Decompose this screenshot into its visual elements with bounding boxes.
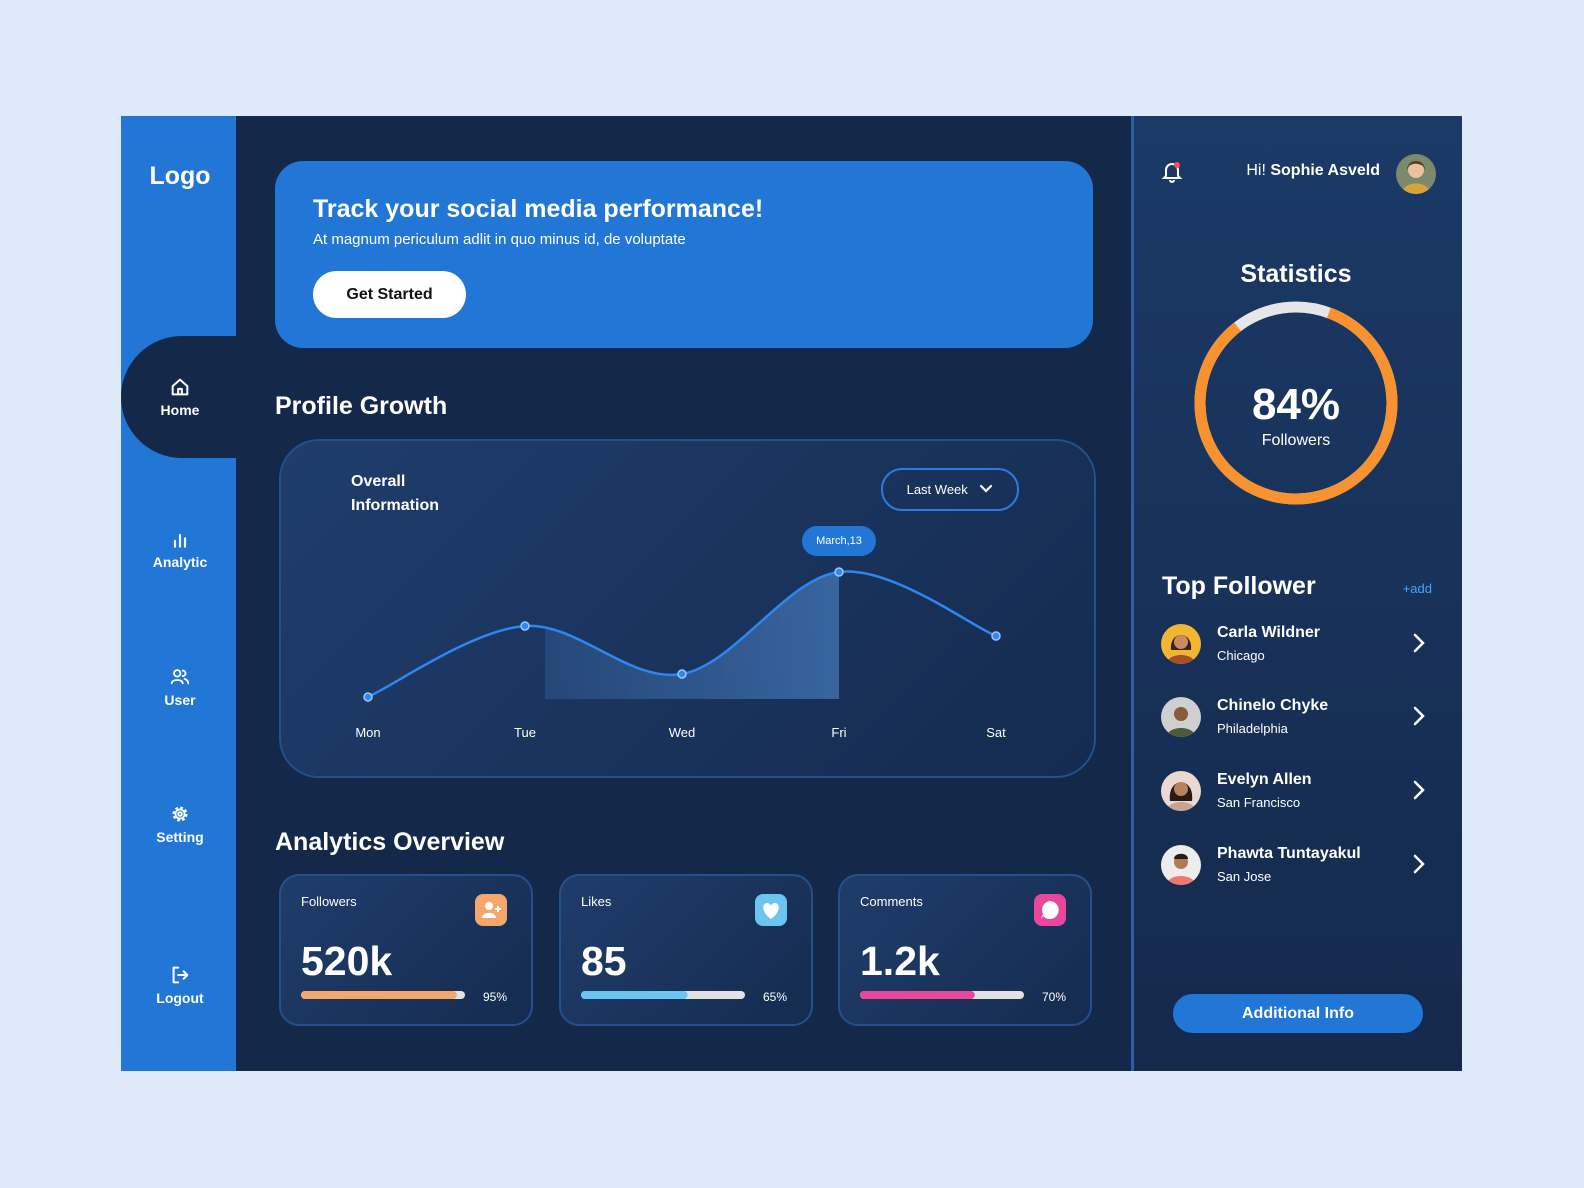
- add-link[interactable]: +add: [1402, 581, 1432, 596]
- follower-name: Evelyn Allen: [1217, 771, 1312, 788]
- notification-bell[interactable]: [1161, 160, 1183, 184]
- nav-label: User: [164, 692, 196, 708]
- card-label: Comments: [860, 894, 923, 909]
- chevron-right: [1413, 633, 1425, 653]
- top-follower-title: Top Follower: [1162, 572, 1316, 600]
- statistics-title: Statistics: [1240, 260, 1352, 288]
- active-indicator: [121, 336, 241, 458]
- card-icon: [755, 894, 787, 926]
- section-heading: Profile Growth: [275, 392, 448, 420]
- home-icon: [171, 378, 189, 396]
- nav-setting[interactable]: Setting: [121, 803, 239, 845]
- nav-label: Analytic: [152, 554, 208, 570]
- follower-city: Chicago: [1217, 648, 1265, 663]
- sidebar: [121, 116, 236, 1071]
- user-avatar[interactable]: [1396, 154, 1436, 194]
- card-percent: 65%: [763, 990, 788, 1004]
- follower-row[interactable]: Carla Wildner Chicago: [1161, 624, 1441, 674]
- statistics-percent: 84%: [1251, 380, 1341, 429]
- follower-row[interactable]: Chinelo Chyke Philadelphia: [1161, 697, 1441, 747]
- stat-card: Likes 85 65%: [559, 874, 813, 1026]
- right-panel: [1131, 116, 1462, 1071]
- follower-avatar: [1161, 697, 1201, 737]
- logout-icon: [172, 966, 189, 984]
- get-started-button[interactable]: Get Started: [313, 271, 466, 318]
- chevron-right: [1413, 854, 1425, 874]
- follower-row[interactable]: Evelyn Allen San Francisco: [1161, 771, 1441, 821]
- chart-card-title: Overall Information: [351, 473, 439, 514]
- x-tick-label: Sat: [986, 725, 1006, 740]
- nav-label: Logout: [156, 990, 204, 1006]
- follower-city: San Jose: [1217, 869, 1272, 884]
- chevron-right: [1413, 706, 1425, 726]
- section-heading: Analytics Overview: [275, 828, 505, 856]
- card-label: Likes: [581, 894, 612, 909]
- nav-home[interactable]: Home: [121, 376, 239, 418]
- nav-logout[interactable]: Logout: [121, 964, 239, 1006]
- hero-banner: [275, 161, 1093, 348]
- period-dropdown[interactable]: Last Week: [881, 468, 1019, 511]
- follower-city: San Francisco: [1217, 795, 1301, 810]
- follower-avatar: [1161, 624, 1201, 664]
- x-tick-label: Fri: [831, 725, 847, 740]
- follower-city: Philadelphia: [1217, 721, 1288, 736]
- follower-name: Chinelo Chyke: [1217, 697, 1329, 714]
- card-percent: 70%: [1042, 990, 1067, 1004]
- nav-label: Setting: [156, 829, 204, 845]
- chevron-down: [980, 484, 993, 493]
- user-name: Sophie Asveld: [1270, 162, 1380, 179]
- statistics-caption: Followers: [1261, 432, 1331, 449]
- follower-name: Carla Wildner: [1217, 624, 1320, 641]
- card-value: 1.2k: [860, 938, 940, 984]
- stat-card: Followers 520k 95%: [279, 874, 533, 1026]
- greeting-word: Hi!: [1246, 162, 1266, 179]
- setting-icon: [172, 806, 188, 822]
- card-percent: 95%: [483, 990, 508, 1004]
- chevron-right: [1413, 780, 1425, 800]
- card-icon: [1034, 894, 1066, 926]
- x-tick-label: Tue: [514, 725, 536, 740]
- dropdown-label: Last Week: [906, 482, 968, 497]
- card-icon: [475, 894, 507, 926]
- card-value: 520k: [301, 938, 393, 984]
- additional-info-button[interactable]: Additional Info: [1171, 992, 1425, 1035]
- nav-user[interactable]: User: [121, 666, 239, 708]
- greeting: Hi! Sophie Asveld: [1190, 162, 1380, 180]
- follower-avatar: [1161, 845, 1201, 885]
- card-value: 85: [581, 938, 627, 984]
- logo[interactable]: Logo: [149, 162, 211, 190]
- follower-row[interactable]: Phawta Tuntayakul San Jose: [1161, 845, 1441, 895]
- card-label: Followers: [301, 894, 357, 909]
- x-tick-label: Mon: [355, 725, 381, 740]
- x-tick-label: Wed: [668, 725, 696, 740]
- chart-tooltip: March,13: [802, 526, 876, 556]
- stat-card: Comments 1.2k 70%: [838, 874, 1092, 1026]
- banner-title: Track your social media performance!: [313, 195, 764, 223]
- nav-label: Home: [160, 402, 200, 418]
- user-icon: [170, 669, 190, 685]
- banner-subtitle: At magnum periculum adlit in quo minus i…: [313, 231, 686, 248]
- analytic-icon: [173, 533, 187, 548]
- follower-name: Phawta Tuntayakul: [1217, 845, 1361, 862]
- follower-avatar: [1161, 771, 1201, 811]
- nav-analytic[interactable]: Analytic: [121, 530, 239, 570]
